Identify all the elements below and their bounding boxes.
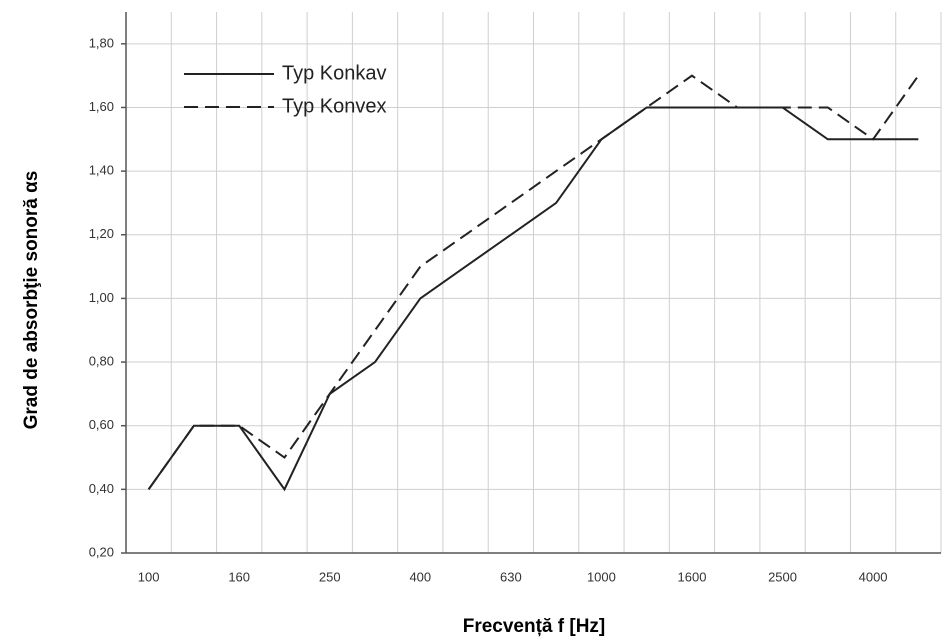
y-tick-label: 1,00 <box>89 290 114 305</box>
x-tick-label: 250 <box>319 569 341 584</box>
x-tick-label: 4000 <box>859 569 888 584</box>
x-tick-label: 100 <box>138 569 160 584</box>
series-line <box>147 106 919 492</box>
y-tick-label: 1,20 <box>89 226 114 241</box>
legend-label: Typ Konkav <box>282 62 387 84</box>
x-tick-label: 1000 <box>587 569 616 584</box>
x-axis-label: Frecvență f [Hz] <box>463 616 606 637</box>
y-tick-label: 0,60 <box>89 417 114 432</box>
y-tick-label: 0,80 <box>89 353 114 368</box>
y-tick-label: 0,20 <box>89 544 114 559</box>
x-tick-label: 2500 <box>768 569 797 584</box>
y-tick-label: 1,80 <box>89 35 114 50</box>
legend-label: Typ Konvex <box>282 95 387 117</box>
y-tick-label: 1,40 <box>89 163 114 178</box>
x-tick-label: 630 <box>500 569 522 584</box>
x-tick-label: 160 <box>228 569 250 584</box>
x-tick-label: 1600 <box>678 569 707 584</box>
series-line <box>147 74 920 490</box>
y-tick-label: 1,60 <box>89 99 114 114</box>
y-tick-label: 0,40 <box>89 481 114 496</box>
y-axis-label: Grad de absorbţie sonoră αs <box>21 171 42 430</box>
x-tick-label: 400 <box>409 569 431 584</box>
